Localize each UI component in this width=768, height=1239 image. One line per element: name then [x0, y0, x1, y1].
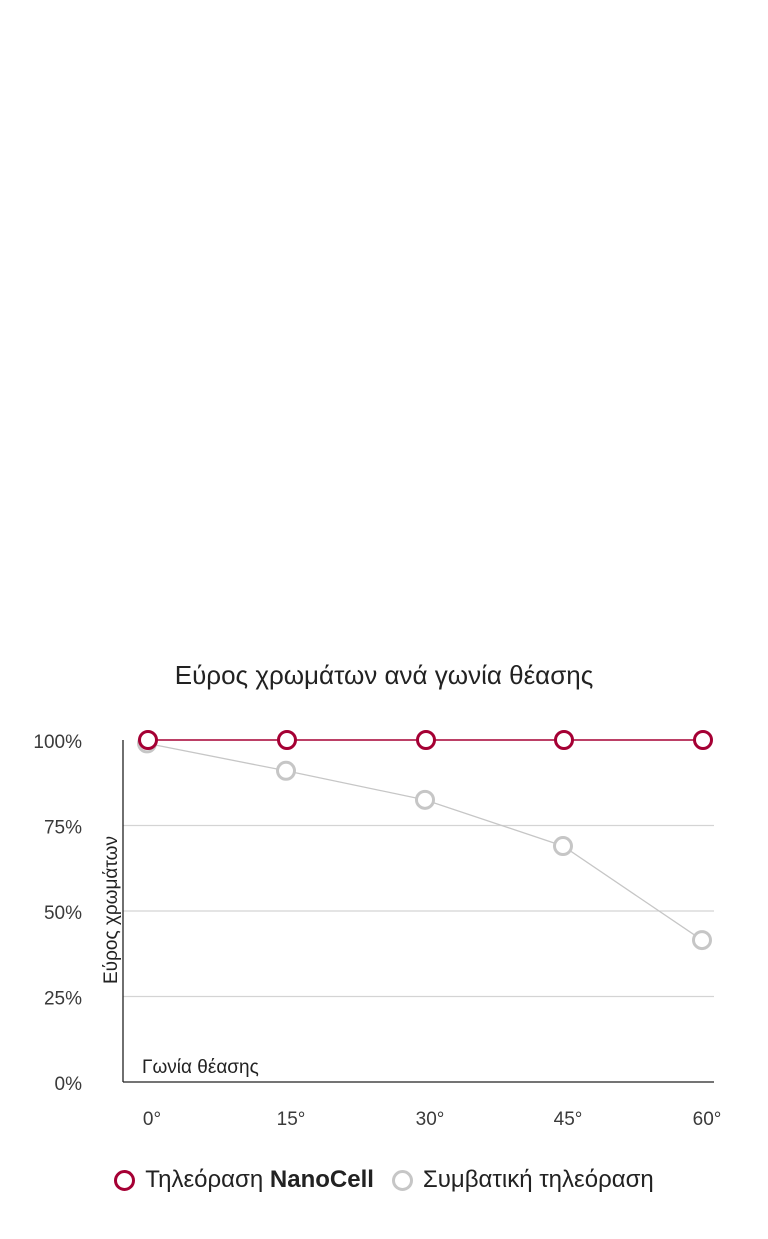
legend-item-nanocell: Τηλεόραση NanoCell [114, 1166, 374, 1194]
conventional-data-point [692, 930, 712, 951]
y-tick-label: 25% [44, 989, 82, 1010]
nanocell-data-point [693, 730, 713, 750]
x-tick-label: 45° [554, 1109, 583, 1130]
chart-title: Εύρος χρωμάτων ανά γωνία θέασης [175, 660, 593, 690]
x-tick-labels: 0° 15° 30° 45° 60° [143, 1109, 721, 1130]
legend-label-nanocell-prefix: Τηλεόραση [145, 1166, 270, 1193]
legend-label-nanocell-bold: NanoCell [269, 1166, 374, 1193]
legend-label-nanocell: Τηλεόραση NanoCell [145, 1166, 374, 1194]
nanocell-marker-icon [114, 1169, 136, 1191]
legend-label-conventional: Συμβατική τηλεόραση [422, 1166, 654, 1193]
y-axis-title: Εύρος χρωμάτων [101, 836, 122, 984]
nanocell-data-point [416, 730, 436, 750]
x-tick-label: 15° [277, 1109, 306, 1130]
y-tick-label: 0% [55, 1074, 83, 1095]
y-tick-label: 75% [44, 818, 82, 839]
conventional-data-point [415, 789, 435, 810]
legend-item-conventional: Συμβατική τηλεόραση [391, 1166, 654, 1194]
conventional-marker-icon [391, 1169, 413, 1191]
conventional-data-point [276, 760, 296, 781]
nanocell-data-point [277, 730, 297, 750]
x-tick-label: 60° [693, 1109, 722, 1130]
y-tick-labels: 0% 25% 50% 75% 100% [33, 732, 82, 1095]
series-group [137, 730, 713, 951]
x-tick-label: 30° [416, 1109, 445, 1130]
grid-lines [123, 824, 714, 998]
nanocell-data-point [554, 730, 574, 750]
y-tick-label: 100% [33, 732, 82, 753]
x-tick-label: 0° [143, 1109, 161, 1130]
conventional-data-point [553, 836, 573, 857]
nanocell-data-point [138, 730, 158, 750]
x-axis-title: Γωνία θέασης [142, 1057, 259, 1078]
legend: Τηλεόραση NanoCell Συμβατική τηλεόραση [0, 1160, 768, 1200]
y-tick-label: 50% [44, 903, 82, 924]
axes [122, 740, 714, 1083]
